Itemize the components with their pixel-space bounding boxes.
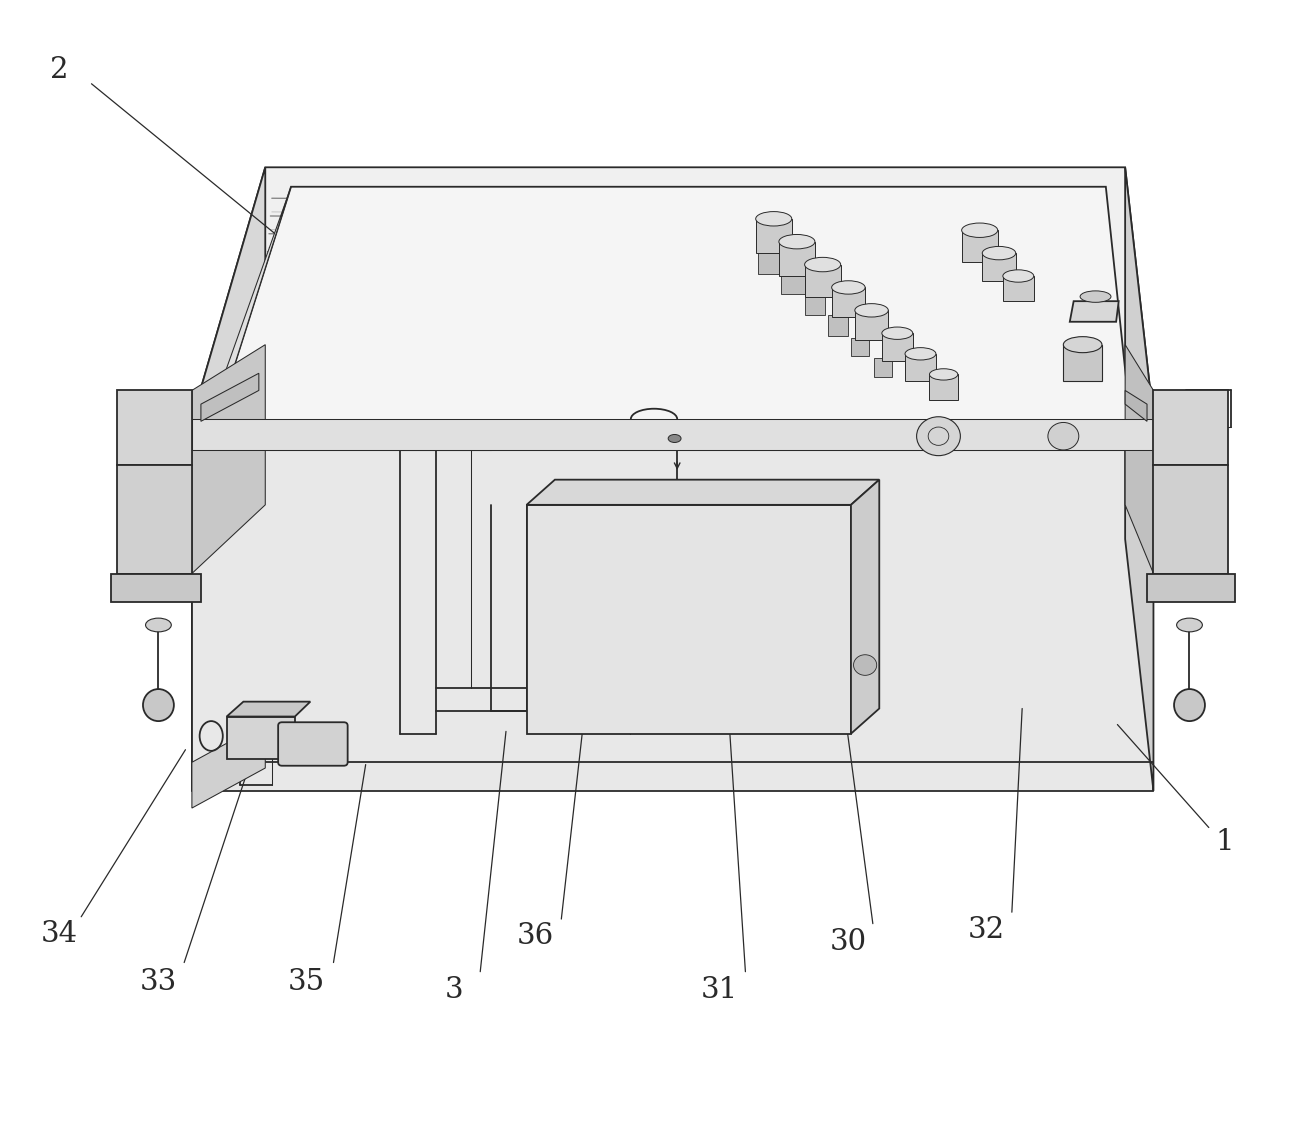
- Polygon shape: [805, 295, 826, 315]
- Ellipse shape: [143, 689, 174, 721]
- Ellipse shape: [1174, 689, 1205, 721]
- Polygon shape: [851, 337, 869, 356]
- Text: 1: 1: [1215, 828, 1233, 857]
- Ellipse shape: [1002, 270, 1033, 282]
- Polygon shape: [192, 419, 1153, 450]
- Ellipse shape: [1063, 337, 1102, 352]
- FancyBboxPatch shape: [279, 723, 347, 766]
- Ellipse shape: [882, 327, 913, 340]
- Ellipse shape: [961, 223, 997, 237]
- Text: 31: 31: [700, 976, 738, 1004]
- Polygon shape: [214, 187, 1131, 430]
- Text: 32: 32: [968, 916, 1005, 944]
- Ellipse shape: [982, 247, 1015, 260]
- Polygon shape: [961, 231, 997, 263]
- Polygon shape: [117, 390, 192, 465]
- Polygon shape: [982, 253, 1015, 281]
- Polygon shape: [192, 419, 1153, 791]
- Polygon shape: [882, 334, 913, 360]
- Text: 35: 35: [288, 968, 325, 996]
- Polygon shape: [930, 374, 957, 399]
- Polygon shape: [526, 505, 851, 734]
- Ellipse shape: [855, 304, 889, 317]
- Polygon shape: [1153, 390, 1228, 465]
- Polygon shape: [227, 717, 295, 759]
- Ellipse shape: [930, 368, 957, 380]
- Polygon shape: [117, 465, 192, 574]
- Circle shape: [1047, 422, 1078, 450]
- Polygon shape: [1063, 344, 1102, 381]
- Polygon shape: [1125, 167, 1153, 791]
- Text: 34: 34: [41, 920, 77, 947]
- Polygon shape: [759, 251, 782, 274]
- Text: 3: 3: [445, 976, 464, 1004]
- Ellipse shape: [832, 281, 866, 294]
- Polygon shape: [526, 479, 880, 505]
- Text: 30: 30: [829, 928, 867, 955]
- Polygon shape: [227, 702, 311, 717]
- Polygon shape: [1125, 390, 1147, 421]
- Polygon shape: [779, 242, 815, 276]
- Circle shape: [854, 655, 877, 676]
- Polygon shape: [805, 265, 841, 297]
- Polygon shape: [1153, 465, 1228, 574]
- Circle shape: [917, 416, 960, 455]
- Polygon shape: [782, 272, 805, 295]
- Polygon shape: [828, 315, 849, 336]
- Ellipse shape: [756, 211, 792, 226]
- Text: 33: 33: [139, 968, 177, 996]
- Ellipse shape: [146, 618, 172, 632]
- Polygon shape: [192, 167, 1153, 419]
- Polygon shape: [192, 344, 266, 574]
- Ellipse shape: [906, 348, 937, 360]
- Polygon shape: [214, 430, 1131, 438]
- Text: 36: 36: [517, 922, 555, 950]
- Polygon shape: [1147, 574, 1235, 602]
- Polygon shape: [832, 288, 866, 318]
- Polygon shape: [855, 311, 889, 340]
- Polygon shape: [756, 219, 792, 253]
- Polygon shape: [192, 723, 266, 809]
- Polygon shape: [851, 479, 880, 734]
- Polygon shape: [1125, 344, 1153, 574]
- Ellipse shape: [779, 234, 815, 249]
- Ellipse shape: [668, 435, 681, 443]
- Polygon shape: [906, 353, 937, 381]
- Ellipse shape: [805, 257, 841, 272]
- Polygon shape: [201, 373, 259, 421]
- Polygon shape: [1069, 302, 1118, 322]
- Ellipse shape: [1080, 291, 1111, 303]
- Polygon shape: [111, 574, 201, 602]
- Polygon shape: [208, 187, 292, 438]
- Text: 2: 2: [50, 56, 68, 84]
- Polygon shape: [192, 167, 266, 791]
- Ellipse shape: [1176, 618, 1202, 632]
- Polygon shape: [875, 358, 893, 376]
- Polygon shape: [1002, 276, 1033, 302]
